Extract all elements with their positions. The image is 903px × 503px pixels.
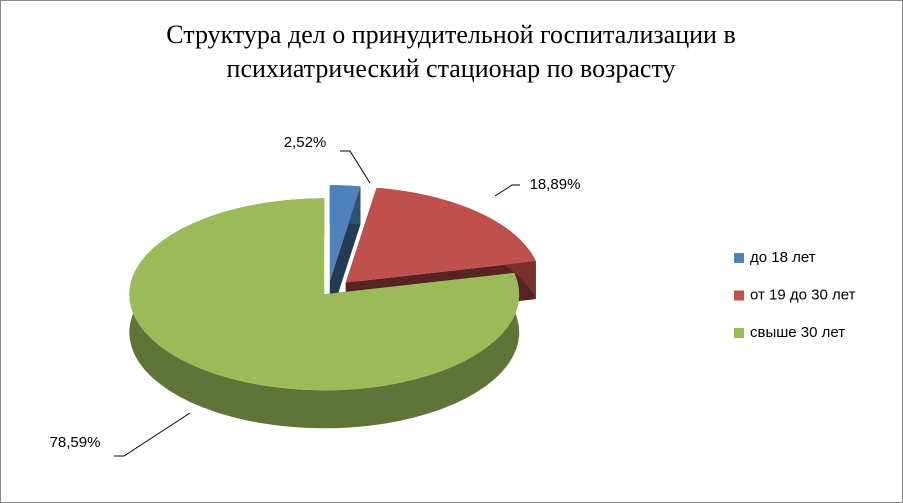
slice-top: [329, 185, 361, 282]
slice-top: [129, 198, 520, 391]
legend-label: свыше 30 лет: [750, 324, 845, 341]
legend-label: до 18 лет: [750, 249, 816, 266]
legend-swatch: [734, 290, 744, 301]
pie-slice: [129, 198, 520, 429]
data-label: 78,59%: [50, 434, 101, 451]
data-label: 2,52%: [284, 134, 327, 151]
legend-label: от 19 до 30 лет: [750, 286, 856, 303]
chart-title: Структура дел о принудительной госпитали…: [166, 20, 736, 83]
legend-swatch: [734, 328, 744, 338]
legend-swatch: [734, 253, 744, 263]
data-label: 18,89%: [530, 176, 581, 193]
slice-top: [345, 187, 536, 283]
leader-line: [340, 150, 371, 184]
leader-line: [114, 412, 191, 457]
pie-slice: [329, 185, 361, 320]
leader-line: [494, 184, 520, 197]
